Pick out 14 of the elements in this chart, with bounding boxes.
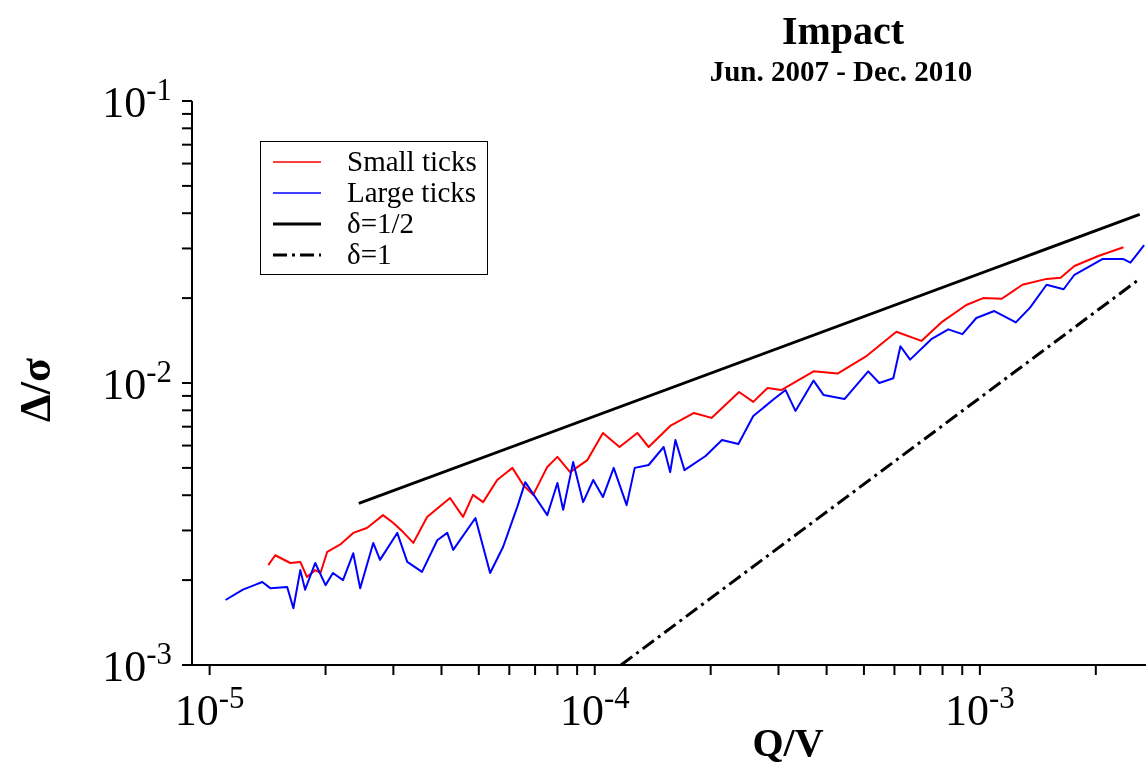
x-tick-label: 10$^{-3}$ bbox=[945, 681, 1015, 735]
chart-title: Impact bbox=[780, 8, 906, 54]
x-tick-label: 10$^{-5}$ bbox=[174, 681, 245, 735]
legend-label: Small ticks bbox=[347, 145, 477, 177]
legend-label: δ=1 bbox=[347, 238, 392, 270]
x-tick-label: 10$^{-4}$ bbox=[559, 681, 630, 735]
x-axis-title: Q/V bbox=[751, 720, 825, 766]
y-tick-label: 10$^{-2}$ bbox=[102, 355, 172, 409]
legend-label: Large ticks bbox=[347, 176, 477, 208]
y-axis-title: Δ/σ bbox=[11, 357, 61, 424]
y-tick-label: 10$^{-1}$ bbox=[102, 73, 172, 127]
legend-label: δ=1/2 bbox=[347, 207, 415, 239]
chart-subtitle: Jun. 2007 - Dec. 2010 bbox=[708, 54, 974, 88]
y-tick-label: 10$^{-3}$ bbox=[102, 637, 172, 691]
